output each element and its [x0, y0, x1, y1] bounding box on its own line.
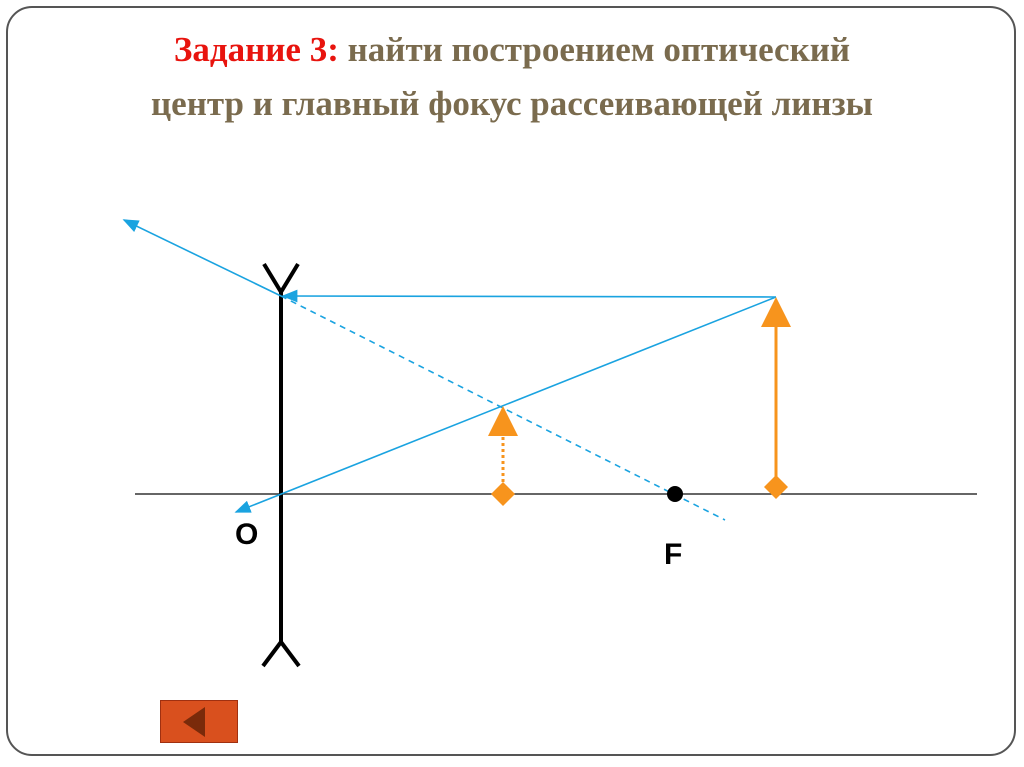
slide-frame	[6, 6, 1016, 756]
ray-through-center	[234, 296, 777, 513]
label-optical-center: O	[235, 518, 259, 551]
triangle-left-icon	[183, 707, 205, 737]
task-label: Задание 3:	[173, 30, 339, 69]
ray-extension-dashed	[280, 295, 726, 521]
slide-title-line1: Задание 3: найти построением оптический	[0, 24, 1024, 76]
back-button[interactable]	[160, 700, 238, 743]
title-text: найти построением оптический	[338, 30, 851, 69]
ray-parallel	[281, 289, 777, 303]
focus-point	[667, 486, 683, 502]
diverging-lens	[261, 262, 301, 668]
ray-refracted	[122, 219, 282, 297]
slide-title-line2: центр и главный фокус рассеивающей линзы	[151, 84, 873, 123]
label-focus: F	[664, 538, 683, 571]
light-rays	[122, 219, 777, 521]
